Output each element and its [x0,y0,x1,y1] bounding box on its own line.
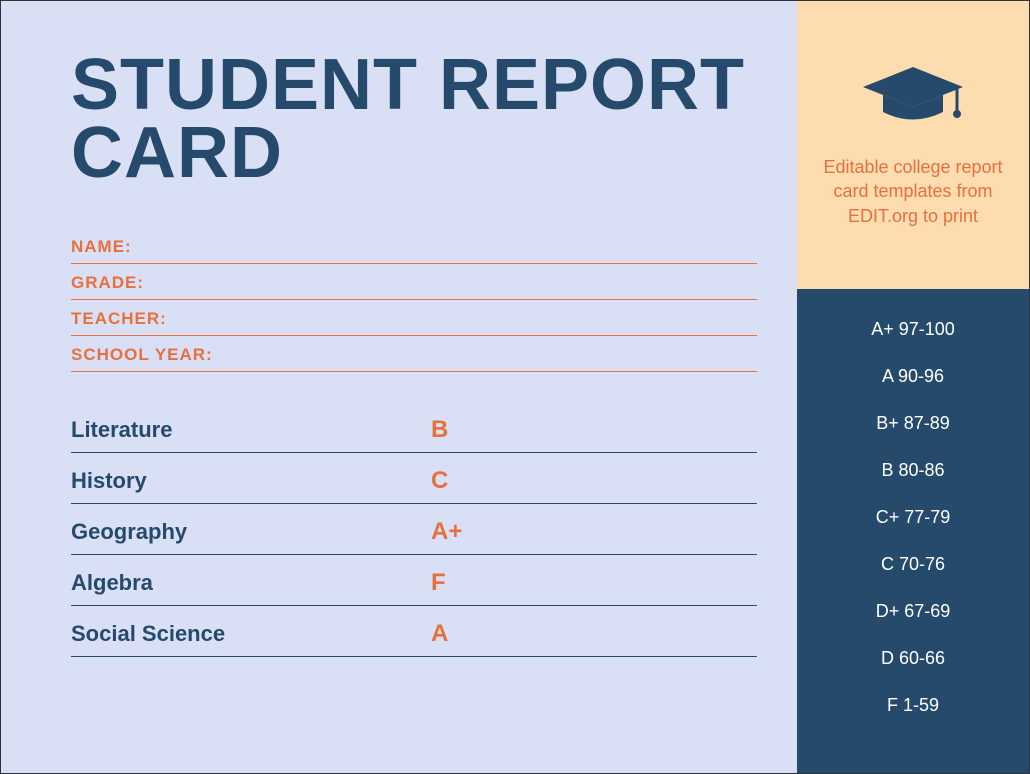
subject-grade: B [431,416,448,444]
sidebar-top: Editable college report card templates f… [797,1,1029,289]
info-block: NAME: GRADE: TEACHER: SCHOOL YEAR: [71,228,757,372]
info-label: SCHOOL YEAR: [71,345,213,364]
subject-name: History [71,468,431,494]
grades-block: Literature B History C Geography A+ Alge… [71,402,757,657]
report-card-page: STUDENT REPORT CARD NAME: GRADE: TEACHER… [0,0,1030,774]
info-row-schoolyear: SCHOOL YEAR: [71,336,757,372]
scale-item: B+ 87-89 [876,413,950,434]
main-panel: STUDENT REPORT CARD NAME: GRADE: TEACHER… [1,1,797,773]
info-label: NAME: [71,237,132,256]
grade-row: Literature B [71,402,757,453]
sidebar: Editable college report card templates f… [797,1,1029,773]
scale-item: C 70-76 [881,554,945,575]
subject-grade: A [431,620,448,648]
sidebar-caption: Editable college report card templates f… [817,155,1009,228]
info-row-grade: GRADE: [71,264,757,300]
scale-item: F 1-59 [887,695,939,716]
scale-item: A 90-96 [882,366,944,387]
info-label: GRADE: [71,273,144,292]
subject-grade: A+ [431,518,462,546]
subject-name: Algebra [71,570,431,596]
subject-name: Geography [71,519,431,545]
info-row-name: NAME: [71,228,757,264]
scale-item: B 80-86 [881,460,944,481]
scale-item: C+ 77-79 [876,507,951,528]
subject-grade: F [431,569,446,597]
scale-item: D 60-66 [881,648,945,669]
grade-row: Geography A+ [71,504,757,555]
subject-name: Literature [71,417,431,443]
scale-item: A+ 97-100 [871,319,955,340]
grade-row: History C [71,453,757,504]
scale-item: D+ 67-69 [876,601,951,622]
sidebar-grade-scale: A+ 97-100 A 90-96 B+ 87-89 B 80-86 C+ 77… [797,289,1029,773]
grade-row: Algebra F [71,555,757,606]
info-label: TEACHER: [71,309,167,328]
page-title: STUDENT REPORT CARD [71,51,757,188]
grade-row: Social Science A [71,606,757,657]
graduation-cap-icon [858,62,968,137]
subject-grade: C [431,467,448,495]
info-row-teacher: TEACHER: [71,300,757,336]
subject-name: Social Science [71,621,431,647]
title-line-2: CARD [71,113,283,193]
